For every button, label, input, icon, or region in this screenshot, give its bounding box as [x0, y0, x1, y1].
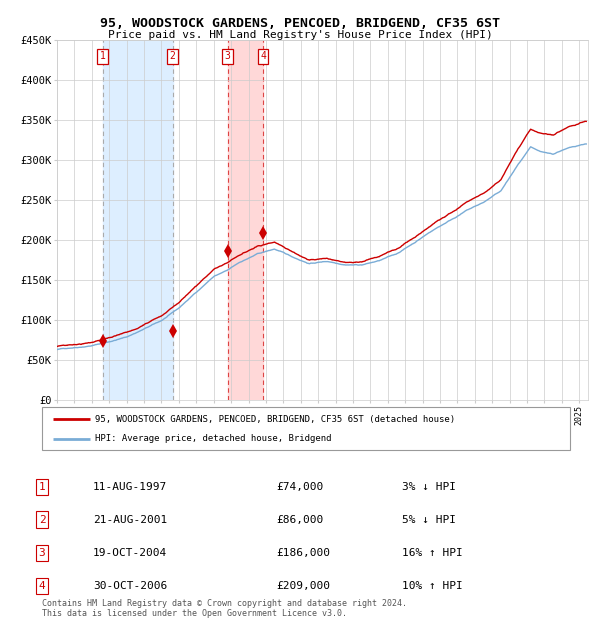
Text: 11-AUG-1997: 11-AUG-1997 — [93, 482, 167, 492]
Text: 19-OCT-2004: 19-OCT-2004 — [93, 548, 167, 558]
Text: 21-AUG-2001: 21-AUG-2001 — [93, 515, 167, 525]
Text: HPI: Average price, detached house, Bridgend: HPI: Average price, detached house, Brid… — [95, 435, 331, 443]
Text: 3: 3 — [38, 548, 46, 558]
Text: Contains HM Land Registry data © Crown copyright and database right 2024.
This d: Contains HM Land Registry data © Crown c… — [42, 599, 407, 618]
Text: 10% ↑ HPI: 10% ↑ HPI — [402, 581, 463, 591]
Text: 95, WOODSTOCK GARDENS, PENCOED, BRIDGEND, CF35 6ST (detached house): 95, WOODSTOCK GARDENS, PENCOED, BRIDGEND… — [95, 415, 455, 423]
Text: 3: 3 — [224, 51, 230, 61]
Text: 2: 2 — [38, 515, 46, 525]
Text: 30-OCT-2006: 30-OCT-2006 — [93, 581, 167, 591]
Bar — [103, 40, 173, 400]
Text: 4: 4 — [260, 51, 266, 61]
Text: £186,000: £186,000 — [276, 548, 330, 558]
Text: 16% ↑ HPI: 16% ↑ HPI — [402, 548, 463, 558]
Bar — [227, 40, 263, 400]
Text: 95, WOODSTOCK GARDENS, PENCOED, BRIDGEND, CF35 6ST: 95, WOODSTOCK GARDENS, PENCOED, BRIDGEND… — [100, 17, 500, 30]
Text: 4: 4 — [38, 581, 46, 591]
Text: £74,000: £74,000 — [276, 482, 323, 492]
Text: 1: 1 — [38, 482, 46, 492]
Text: 1: 1 — [100, 51, 106, 61]
Text: 2: 2 — [170, 51, 176, 61]
Text: 3% ↓ HPI: 3% ↓ HPI — [402, 482, 456, 492]
Text: £209,000: £209,000 — [276, 581, 330, 591]
Text: Price paid vs. HM Land Registry's House Price Index (HPI): Price paid vs. HM Land Registry's House … — [107, 30, 493, 40]
Text: 5% ↓ HPI: 5% ↓ HPI — [402, 515, 456, 525]
Text: £86,000: £86,000 — [276, 515, 323, 525]
